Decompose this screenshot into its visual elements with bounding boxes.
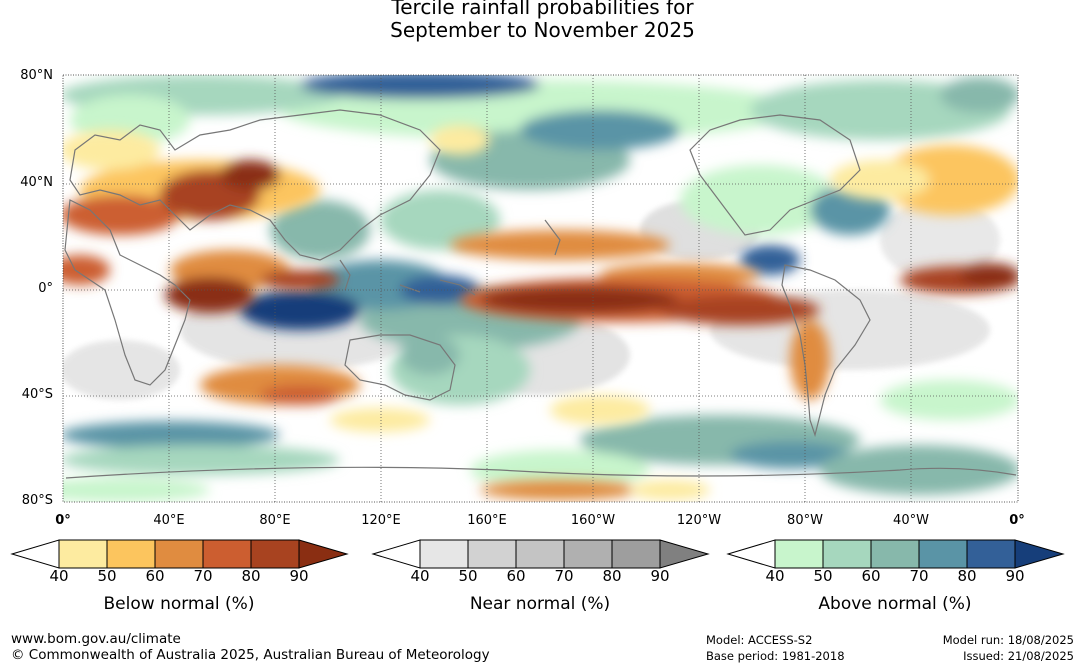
colorbar-above-bin-1: [775, 540, 823, 568]
lon-label-120w: 120°W: [676, 513, 722, 528]
legend-near-tick-70: 70: [554, 567, 574, 585]
colorbar-below-bin-2: [107, 540, 155, 568]
legend-above-tick-50: 50: [813, 567, 833, 585]
legend-above-tick-40: 40: [765, 567, 785, 585]
lon-label-160w: 160°W: [570, 513, 616, 528]
legend-below-title: Below normal (%): [103, 594, 255, 614]
footer-issued: Issued: 21/08/2025: [963, 649, 1074, 663]
colorbar-below-bin-4: [203, 540, 251, 568]
lat-label-40n: 40°N: [20, 175, 53, 190]
colorbar-near-bin-3: [516, 540, 564, 568]
legend-above-title: Above normal (%): [818, 594, 972, 614]
lat-label-80s: 80°S: [21, 493, 53, 508]
lon-label-80w: 80°W: [787, 513, 823, 528]
legend-near-tick-60: 60: [506, 567, 526, 585]
map-title: Tercile rainfall probabilities for Septe…: [0, 0, 1085, 42]
footer-copyright: © Commonwealth of Australia 2025, Austra…: [11, 647, 490, 663]
legend-above-tick-80: 80: [957, 567, 977, 585]
colorbar-near-max-arrow: [659, 539, 710, 569]
legend-near-title: Near normal (%): [469, 594, 611, 614]
colorbar-near-bin-4: [564, 540, 612, 568]
map-frame: [62, 74, 1019, 503]
colorbar-above-bin-4: [919, 540, 967, 568]
legend-above-tick-70: 70: [909, 567, 929, 585]
colorbar-below-bin-3: [155, 540, 203, 568]
lon-label-160e: 160°E: [467, 513, 507, 528]
legend-below-tick-60: 60: [145, 567, 165, 585]
footer-website: www.bom.gov.au/climate: [11, 631, 181, 647]
title-line-1: Tercile rainfall probabilities for: [391, 0, 694, 19]
lon-label-120e: 120°E: [361, 513, 401, 528]
coastlines: [64, 109, 1017, 479]
legend-near-tick-80: 80: [602, 567, 622, 585]
colorbar-above-min-arrow: [726, 539, 776, 569]
lon-label-40w: 40°W: [893, 513, 929, 528]
title-line-2: September to November 2025: [390, 18, 695, 42]
legend-below-tick-40: 40: [49, 567, 69, 585]
colorbar-above-normal: [726, 539, 1065, 569]
colorbar-above-bin-2: [823, 540, 871, 568]
lat-label-equator: 0°: [38, 281, 53, 296]
legend-below-tick-50: 50: [97, 567, 117, 585]
colorbar-below-max-arrow: [298, 539, 349, 569]
lon-label-0-west: 0°: [55, 513, 71, 528]
colorbar-near-bin-1: [420, 540, 468, 568]
legend-near-tick-40: 40: [410, 567, 430, 585]
legend-below-tick-90: 90: [289, 567, 309, 585]
footer-model-run: Model run: 18/08/2025: [942, 633, 1074, 647]
colorbar-above-bin-3: [871, 540, 919, 568]
probability-field: [63, 75, 1018, 502]
footer-base-period: Base period: 1981-2018: [706, 649, 845, 663]
colorbar-near-bin-5: [612, 540, 660, 568]
legend-above-tick-90: 90: [1005, 567, 1025, 585]
colorbar-below-normal: [10, 539, 349, 569]
lat-label-40s: 40°S: [21, 387, 53, 402]
colorbar-below-bin-5: [251, 540, 299, 568]
colorbar-below-bin-1: [59, 540, 107, 568]
colorbar-below-min-arrow: [10, 539, 60, 569]
lon-label-0-east: 0°: [1009, 513, 1025, 528]
legend-near-tick-90: 90: [650, 567, 670, 585]
colorbar-near-min-arrow: [371, 539, 421, 569]
legend-above-tick-60: 60: [861, 567, 881, 585]
colorbar-near-normal: [371, 539, 710, 569]
footer-model: Model: ACCESS-S2: [706, 633, 813, 647]
legend-below-tick-80: 80: [241, 567, 261, 585]
lon-label-40e: 40°E: [153, 513, 185, 528]
colorbar-above-bin-5: [967, 540, 1015, 568]
legend-near-tick-50: 50: [458, 567, 478, 585]
colorbar-near-bin-2: [468, 540, 516, 568]
lon-label-80e: 80°E: [259, 513, 291, 528]
colorbar-above-max-arrow: [1014, 539, 1065, 569]
legend-below-tick-70: 70: [193, 567, 213, 585]
graticule: [63, 75, 1018, 502]
lat-label-80n: 80°N: [20, 68, 53, 83]
